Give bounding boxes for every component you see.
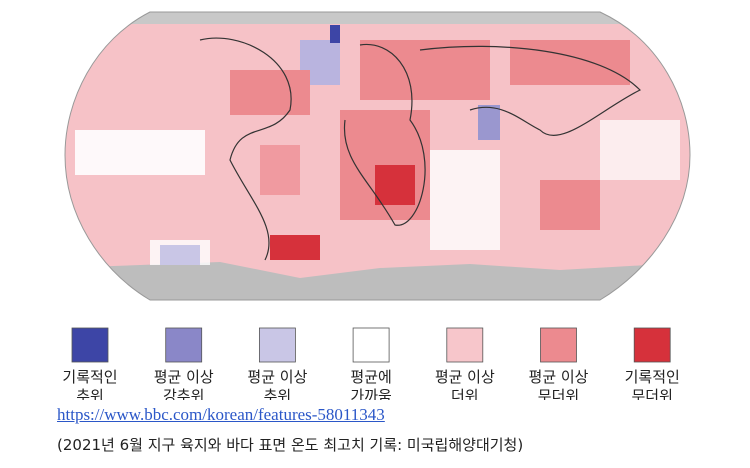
map-outline — [64, 11, 691, 301]
legend-label: 평균 이상 — [154, 368, 214, 386]
legend-swatch — [258, 327, 296, 363]
legend-label: 무더위 — [631, 387, 672, 400]
legend-label: 더위 — [451, 387, 479, 400]
legend-label: 기록적인 — [62, 368, 117, 386]
legend-label: 평균 이상 — [435, 368, 495, 386]
legend-swatch — [540, 327, 577, 363]
legend-swatch — [165, 327, 203, 363]
legend-label: 평균 이상 — [247, 368, 307, 386]
caption: (2021년 6월 지구 육지와 바다 표면 온도 최고치 기록: 미국립해양대… — [57, 436, 524, 454]
legend-swatch — [446, 327, 484, 363]
legend-label: 평균 이상 — [529, 368, 589, 386]
legend-label: 평균에 — [350, 368, 391, 386]
legend-swatch — [633, 327, 671, 363]
legend-label: 기록적인 — [625, 368, 680, 386]
legend-label: 무더위 — [538, 387, 579, 400]
legend-swatch — [352, 327, 390, 363]
legend-label: 추위 — [76, 387, 104, 400]
legend-label: 강추위 — [163, 387, 204, 400]
legend-label: 가까움 — [350, 387, 391, 400]
legend-swatch — [71, 327, 109, 363]
legend-label: 추위 — [264, 387, 292, 400]
world-map — [65, 12, 690, 300]
source-link[interactable]: https://www.bbc.com/korean/features-5801… — [57, 405, 385, 424]
